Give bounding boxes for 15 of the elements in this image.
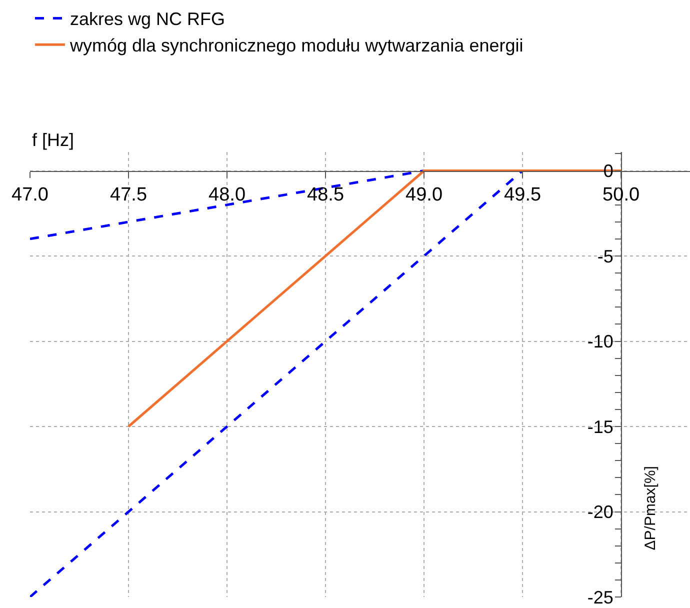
- x-tick-label: 48.5: [307, 184, 344, 206]
- y-axis-title: ΔP/Pmax[%]: [642, 466, 660, 550]
- y-tick-label: -25: [587, 587, 614, 608]
- y-tick-label: -10: [587, 332, 614, 352]
- legend-label: wymóg dla synchronicznego modułu wytwarzania energii: [69, 36, 524, 56]
- x-tick-label: 48.0: [208, 184, 246, 206]
- y-tick-label: -15: [587, 416, 614, 437]
- x-tick-label: 49.0: [406, 184, 443, 206]
- x-axis-title: f [Hz]: [32, 130, 74, 150]
- x-tick-label: 49.5: [504, 184, 542, 206]
- y-tick-label: -20: [587, 502, 614, 522]
- x-tick-label: 47.5: [110, 184, 147, 206]
- legend-label: zakres wg NC RFG: [70, 9, 226, 30]
- y-tick-label: -5: [597, 246, 614, 266]
- x-tick-label: 47.0: [12, 184, 48, 206]
